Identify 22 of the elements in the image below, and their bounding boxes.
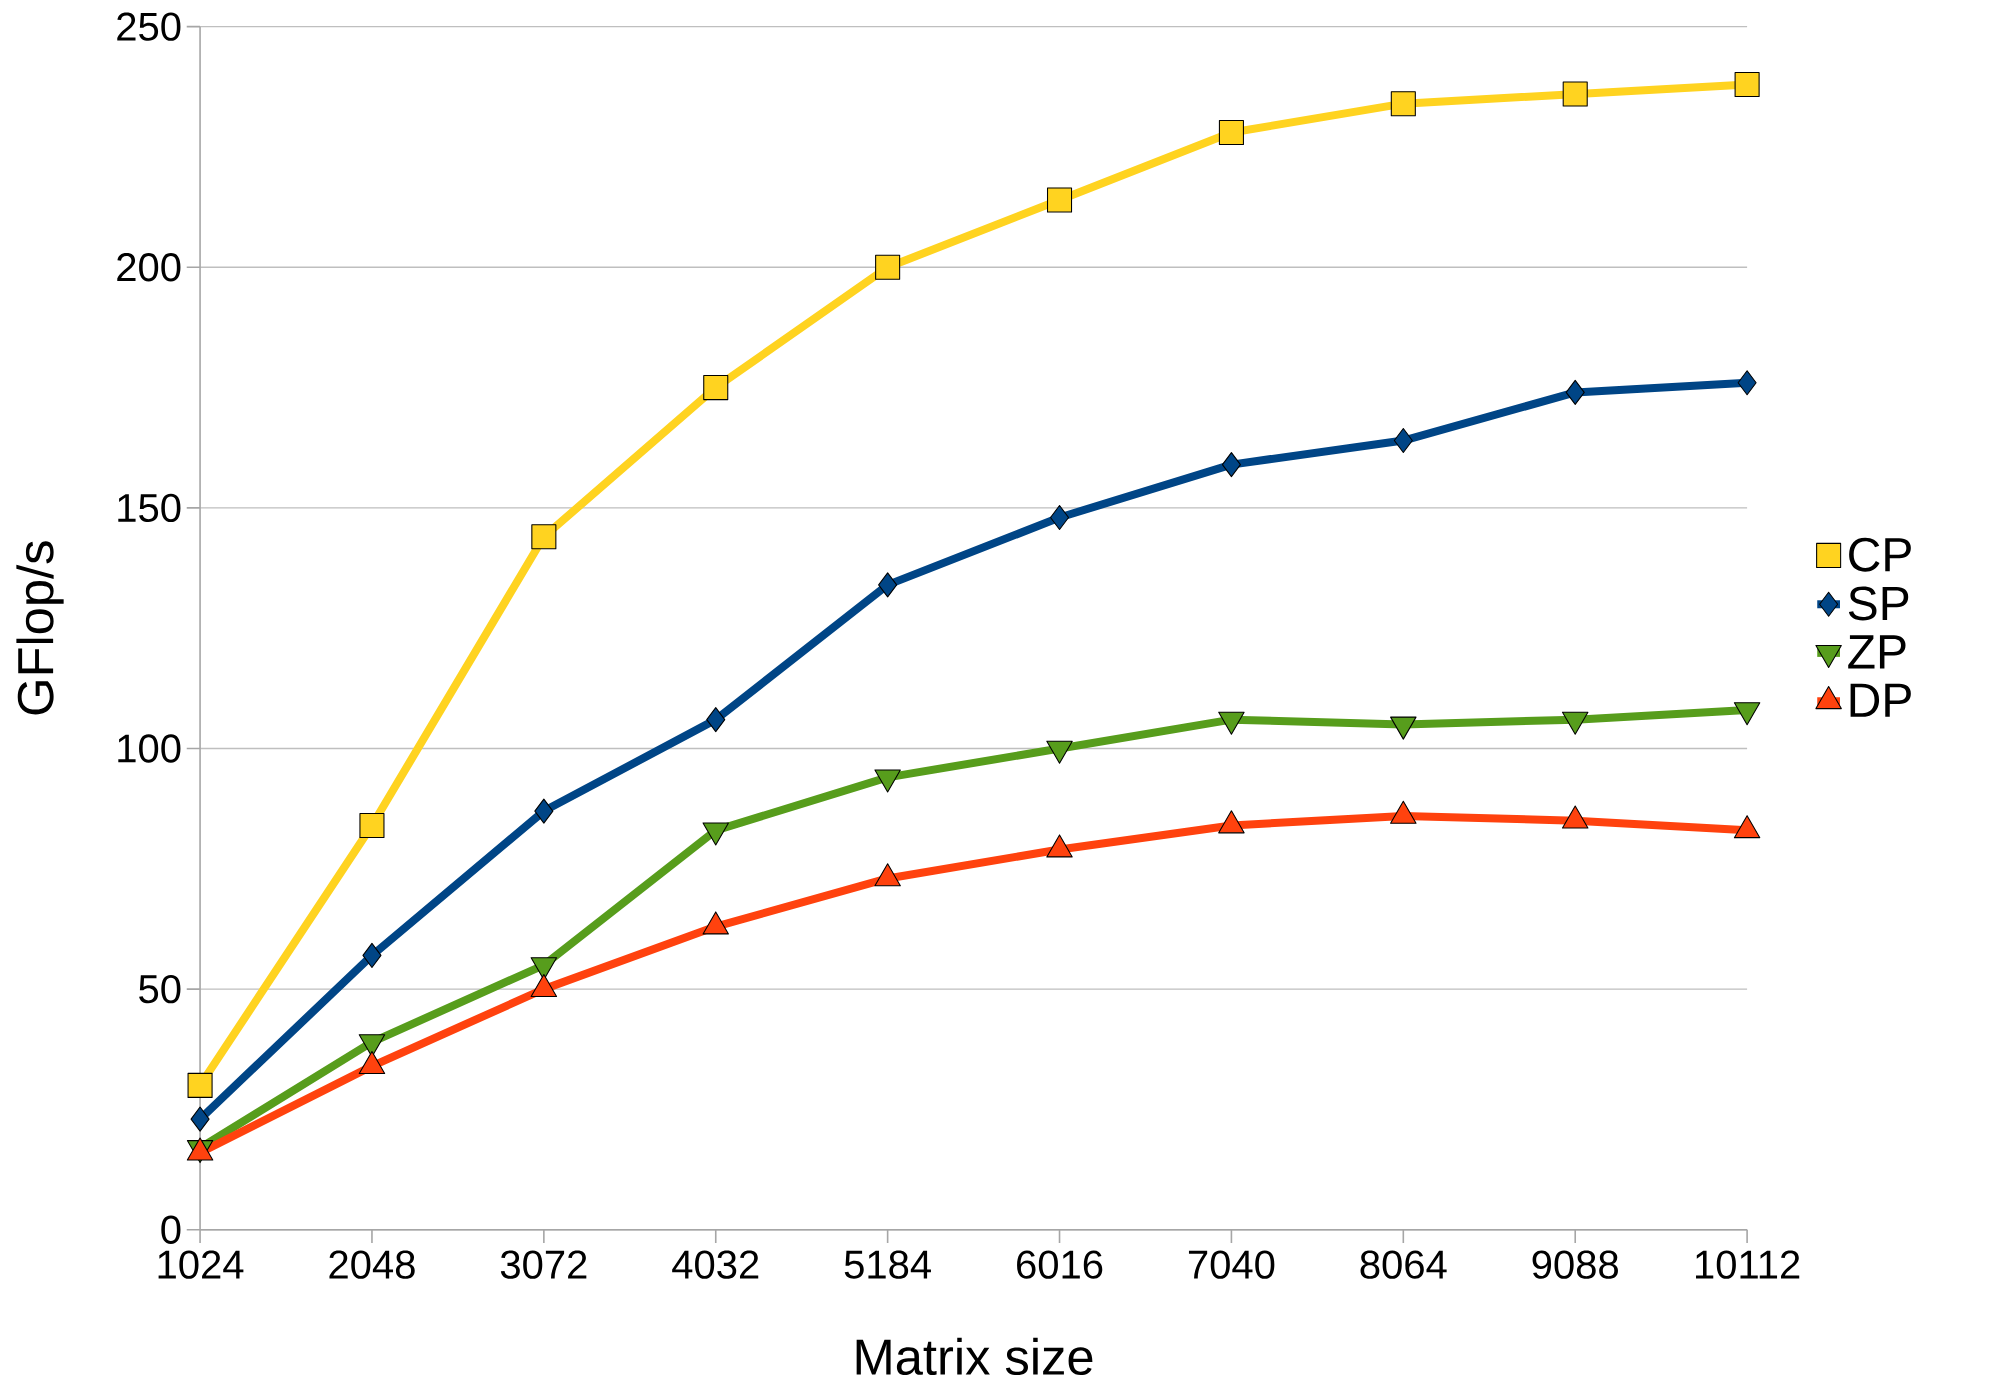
x-tick-label: 1024 [158,1250,244,1279]
x-tick-label: 6016 [1017,1250,1103,1279]
x-tick-label: 10112 [1696,1250,1800,1279]
legend-label: SP [1848,586,1909,621]
y-tick-label: 0 [161,1215,181,1244]
y-tick-label: 200 [117,253,181,282]
y-tick-label: 250 [117,12,181,41]
x-tick-label: 4032 [672,1250,759,1279]
legend-label: DP [1850,683,1911,717]
y-tick-label: 50 [139,974,181,1004]
x-tick-label: 9088 [1532,1250,1618,1279]
x-axis-title: Matrix size [856,1337,1093,1376]
legend-label: ZP [1848,635,1906,669]
x-tick-label: 5184 [844,1250,931,1279]
y-tick-label: 150 [118,493,181,523]
legend-label: CP [1849,537,1911,572]
y-axis-title: GFlop/s [16,541,64,715]
x-tick-label: 8064 [1360,1250,1447,1279]
x-tick-label: 2048 [329,1250,415,1279]
x-tick-label: 3072 [500,1250,587,1279]
y-tick-label: 100 [118,734,181,763]
x-tick-label: 7040 [1188,1250,1275,1279]
